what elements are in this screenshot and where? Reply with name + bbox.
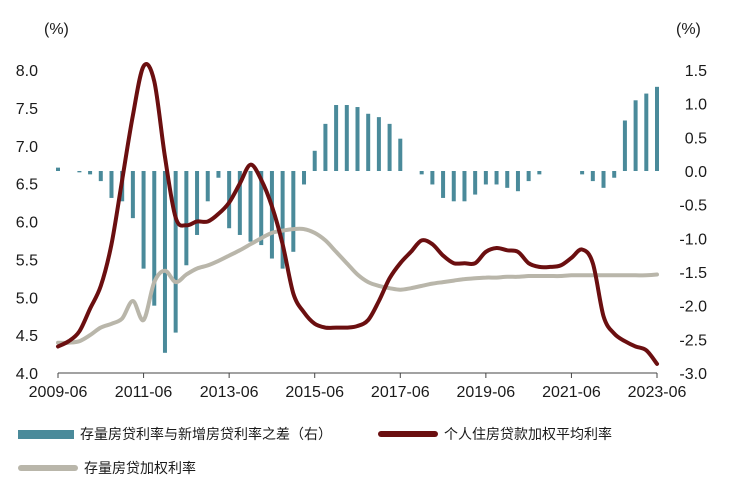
x-tick-label: 2017-06 [371, 384, 430, 401]
left-y-tick-label: 6.0 [16, 215, 38, 232]
bar [451, 171, 456, 202]
bar [141, 171, 146, 269]
right-y-tick-label: -1.5 [679, 265, 707, 282]
bar [612, 171, 617, 178]
bar [441, 171, 446, 198]
right-y-tick-label: -1.0 [679, 231, 707, 248]
bar [366, 113, 371, 171]
left-y-tick-label: 7.0 [16, 139, 38, 156]
individual-mortgage-rate-line [56, 62, 659, 366]
bar [77, 171, 82, 173]
legend-label-individual: 个人住房贷款加权平均利率 [444, 427, 612, 443]
bar [355, 107, 360, 171]
left-y-tick-label: 5.0 [16, 290, 38, 307]
bar [655, 86, 659, 171]
bar [419, 171, 424, 175]
bar [205, 171, 210, 202]
bar [387, 123, 392, 171]
bar [376, 117, 381, 171]
bar [430, 171, 435, 185]
right-y-tick-label: -0.5 [679, 198, 707, 215]
right-y-tick-label: 0.5 [685, 130, 707, 147]
right-y-axis: -3.0 -2.5 -2.0 -1.5 -1.0 -0.5 0.0 0.5 1.0 1.5 [679, 63, 707, 383]
bar [622, 120, 627, 171]
bar [56, 167, 60, 171]
bar [109, 171, 114, 198]
bar [312, 150, 317, 171]
left-y-tick-label: 8.0 [16, 63, 38, 80]
x-tick-label: 2013-06 [200, 384, 259, 401]
bar [590, 171, 595, 182]
bar [398, 138, 403, 171]
left-y-tick-label: 7.5 [16, 101, 38, 118]
right-y-tick-label: 0.0 [685, 164, 707, 181]
bar [98, 171, 103, 182]
bar [644, 93, 649, 171]
bar [344, 105, 349, 171]
x-axis: 2009-06 2011-06 2013-06 2015-06 2017-06 2019-… [29, 373, 687, 401]
legend-swatch-stock [18, 465, 78, 471]
x-tick-label: 2019-06 [456, 384, 515, 401]
bar [184, 171, 189, 266]
bar [580, 171, 585, 175]
legend-item-spread: 存量房贷利率与新增房贷利率之差（右） [18, 424, 332, 444]
left-axis-unit: (%) [44, 21, 69, 38]
bar [237, 171, 242, 235]
bar [173, 171, 178, 333]
x-tick-label: 2009-06 [29, 384, 88, 401]
bar [483, 171, 488, 185]
stock-mortgage-rate-line [56, 226, 659, 345]
bar [195, 171, 200, 235]
legend-item-stock: 存量房贷加权利率 [18, 458, 196, 478]
left-y-tick-label: 4.0 [16, 366, 38, 383]
bar [526, 171, 531, 182]
bar [216, 171, 221, 178]
bar [334, 105, 339, 171]
right-axis-unit: (%) [676, 21, 701, 38]
right-y-tick-label: -2.0 [679, 299, 707, 316]
legend-item-individual: 个人住房贷款加权平均利率 [378, 424, 612, 444]
bar [633, 100, 638, 171]
legend-label-stock: 存量房贷加权利率 [84, 461, 196, 477]
right-y-tick-label: 1.5 [685, 63, 707, 80]
bar [162, 171, 167, 353]
bar [302, 171, 307, 185]
x-tick-label: 2021-06 [542, 384, 601, 401]
left-y-tick-label: 5.5 [16, 252, 38, 269]
bar [505, 171, 510, 188]
bar [323, 123, 328, 171]
legend-swatch-individual [378, 431, 438, 437]
left-y-tick-label: 4.5 [16, 328, 38, 345]
bar [130, 171, 135, 219]
bar [88, 171, 93, 175]
bar [494, 171, 499, 185]
left-y-axis: 4.0 4.5 5.0 5.5 6.0 6.5 7.0 7.5 8.0 [16, 63, 38, 383]
bar [259, 171, 264, 246]
right-y-tick-label: -3.0 [679, 366, 707, 383]
line-series [56, 62, 659, 366]
legend-label-spread: 存量房贷利率与新增房贷利率之差（右） [80, 427, 332, 443]
bar [269, 171, 274, 259]
bar [152, 171, 157, 306]
x-tick-label: 2011-06 [115, 384, 173, 401]
left-y-tick-label: 6.5 [16, 177, 38, 194]
bar [473, 171, 478, 195]
bar [462, 171, 467, 202]
right-y-tick-label: 1.0 [685, 97, 707, 114]
bar [537, 171, 542, 175]
x-tick-label: 2015-06 [285, 384, 344, 401]
bar [280, 171, 285, 269]
legend-swatch-spread [18, 429, 74, 439]
bar [601, 171, 606, 188]
bar [515, 171, 520, 192]
bar [248, 171, 253, 242]
bar [291, 171, 296, 252]
right-y-tick-label: -2.5 [679, 332, 707, 349]
x-tick-label: 2023-06 [628, 384, 687, 401]
